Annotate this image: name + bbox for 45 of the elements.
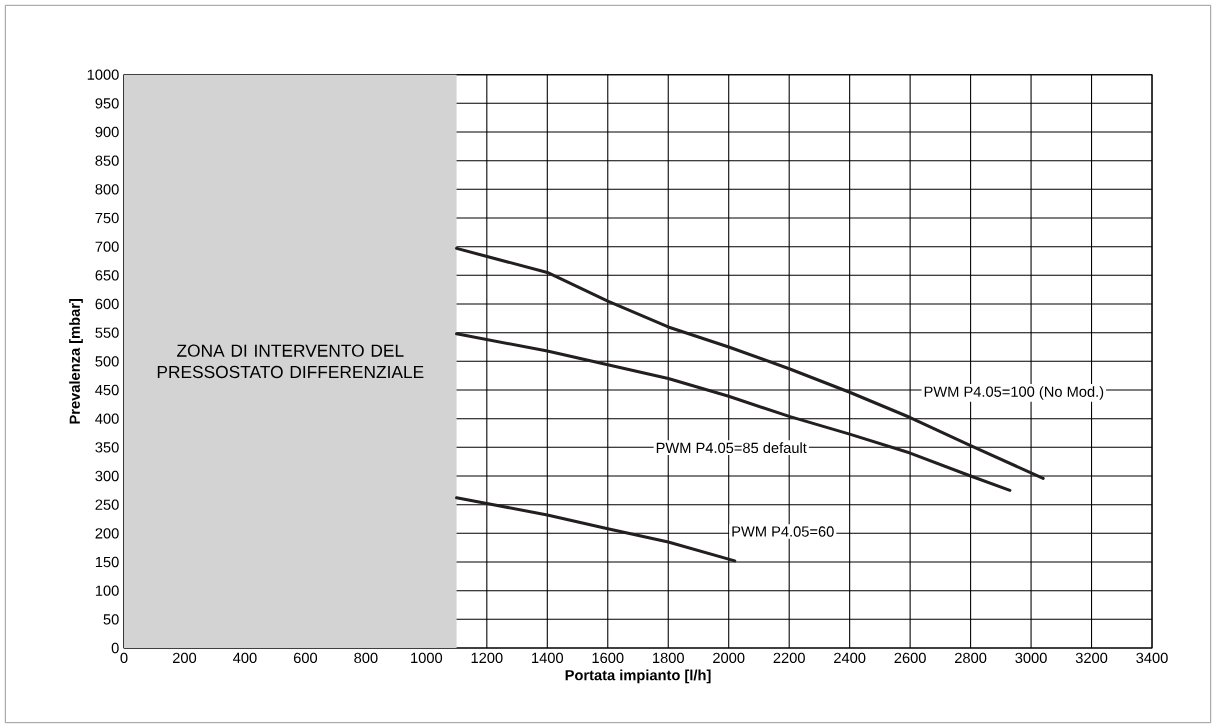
y-tick-label: 300 [95,470,119,482]
x-tick-label: 2800 [955,652,987,664]
series-label: PWM P4.05=85 default [656,442,807,454]
x-tick-label: 0 [120,652,128,664]
y-tick-label: 50 [103,614,119,625]
y-axis-title: Prevalenza [mbar] [69,299,83,424]
y-tick-label: 450 [95,384,119,396]
y-tick-label: 700 [95,241,119,252]
y-tick-label: 950 [95,98,119,109]
y-tick-label: 500 [95,356,119,367]
y-tick-label: 250 [95,499,119,510]
y-tick-label: 600 [95,298,119,310]
x-tick-label: 600 [293,652,318,664]
x-tick-label: 3400 [1136,652,1168,664]
y-tick-label: 400 [95,413,119,424]
y-tick-label: 800 [95,184,119,195]
y-tick-label: 900 [95,126,119,138]
y-tick-label: 150 [95,556,119,568]
y-tick-label: 550 [95,327,119,338]
y-tick-label: 1000 [87,69,119,80]
x-tick-label: 400 [233,652,257,664]
x-tick-label: 800 [354,652,378,664]
x-tick-label: 2000 [713,652,745,664]
x-tick-label: 3200 [1075,652,1108,664]
x-axis-title: Portata impianto [l/h] [565,669,711,684]
x-tick-label: 1600 [592,652,624,664]
x-tick-label: 3000 [1015,652,1047,664]
series-label: PWM P4.05=100 (No Mod.) [924,386,1104,400]
x-tick-label: 2400 [834,652,866,664]
x-tick-label: 2200 [773,652,805,664]
y-tick-label: 750 [95,212,119,224]
band-label: ZONA DI INTERVENTO DEL PRESSOSTATO DIFFERENZIALE [157,344,424,379]
y-tick-label: 350 [95,442,119,453]
x-tick-label: 2600 [894,652,926,664]
series-label: PWM P4.05=60 [732,526,834,537]
x-tick-label: 1000 [411,652,443,664]
x-tick-label: 1400 [532,652,564,664]
y-tick-label: 650 [95,270,119,281]
y-tick-label: 0 [111,642,119,654]
x-tick-label: 1800 [653,652,684,664]
y-tick-label: 200 [95,528,119,539]
y-tick-label: 100 [95,585,119,596]
x-tick-label: 200 [172,652,197,664]
x-tick-label: 1200 [471,652,503,664]
y-tick-label: 850 [95,155,119,166]
